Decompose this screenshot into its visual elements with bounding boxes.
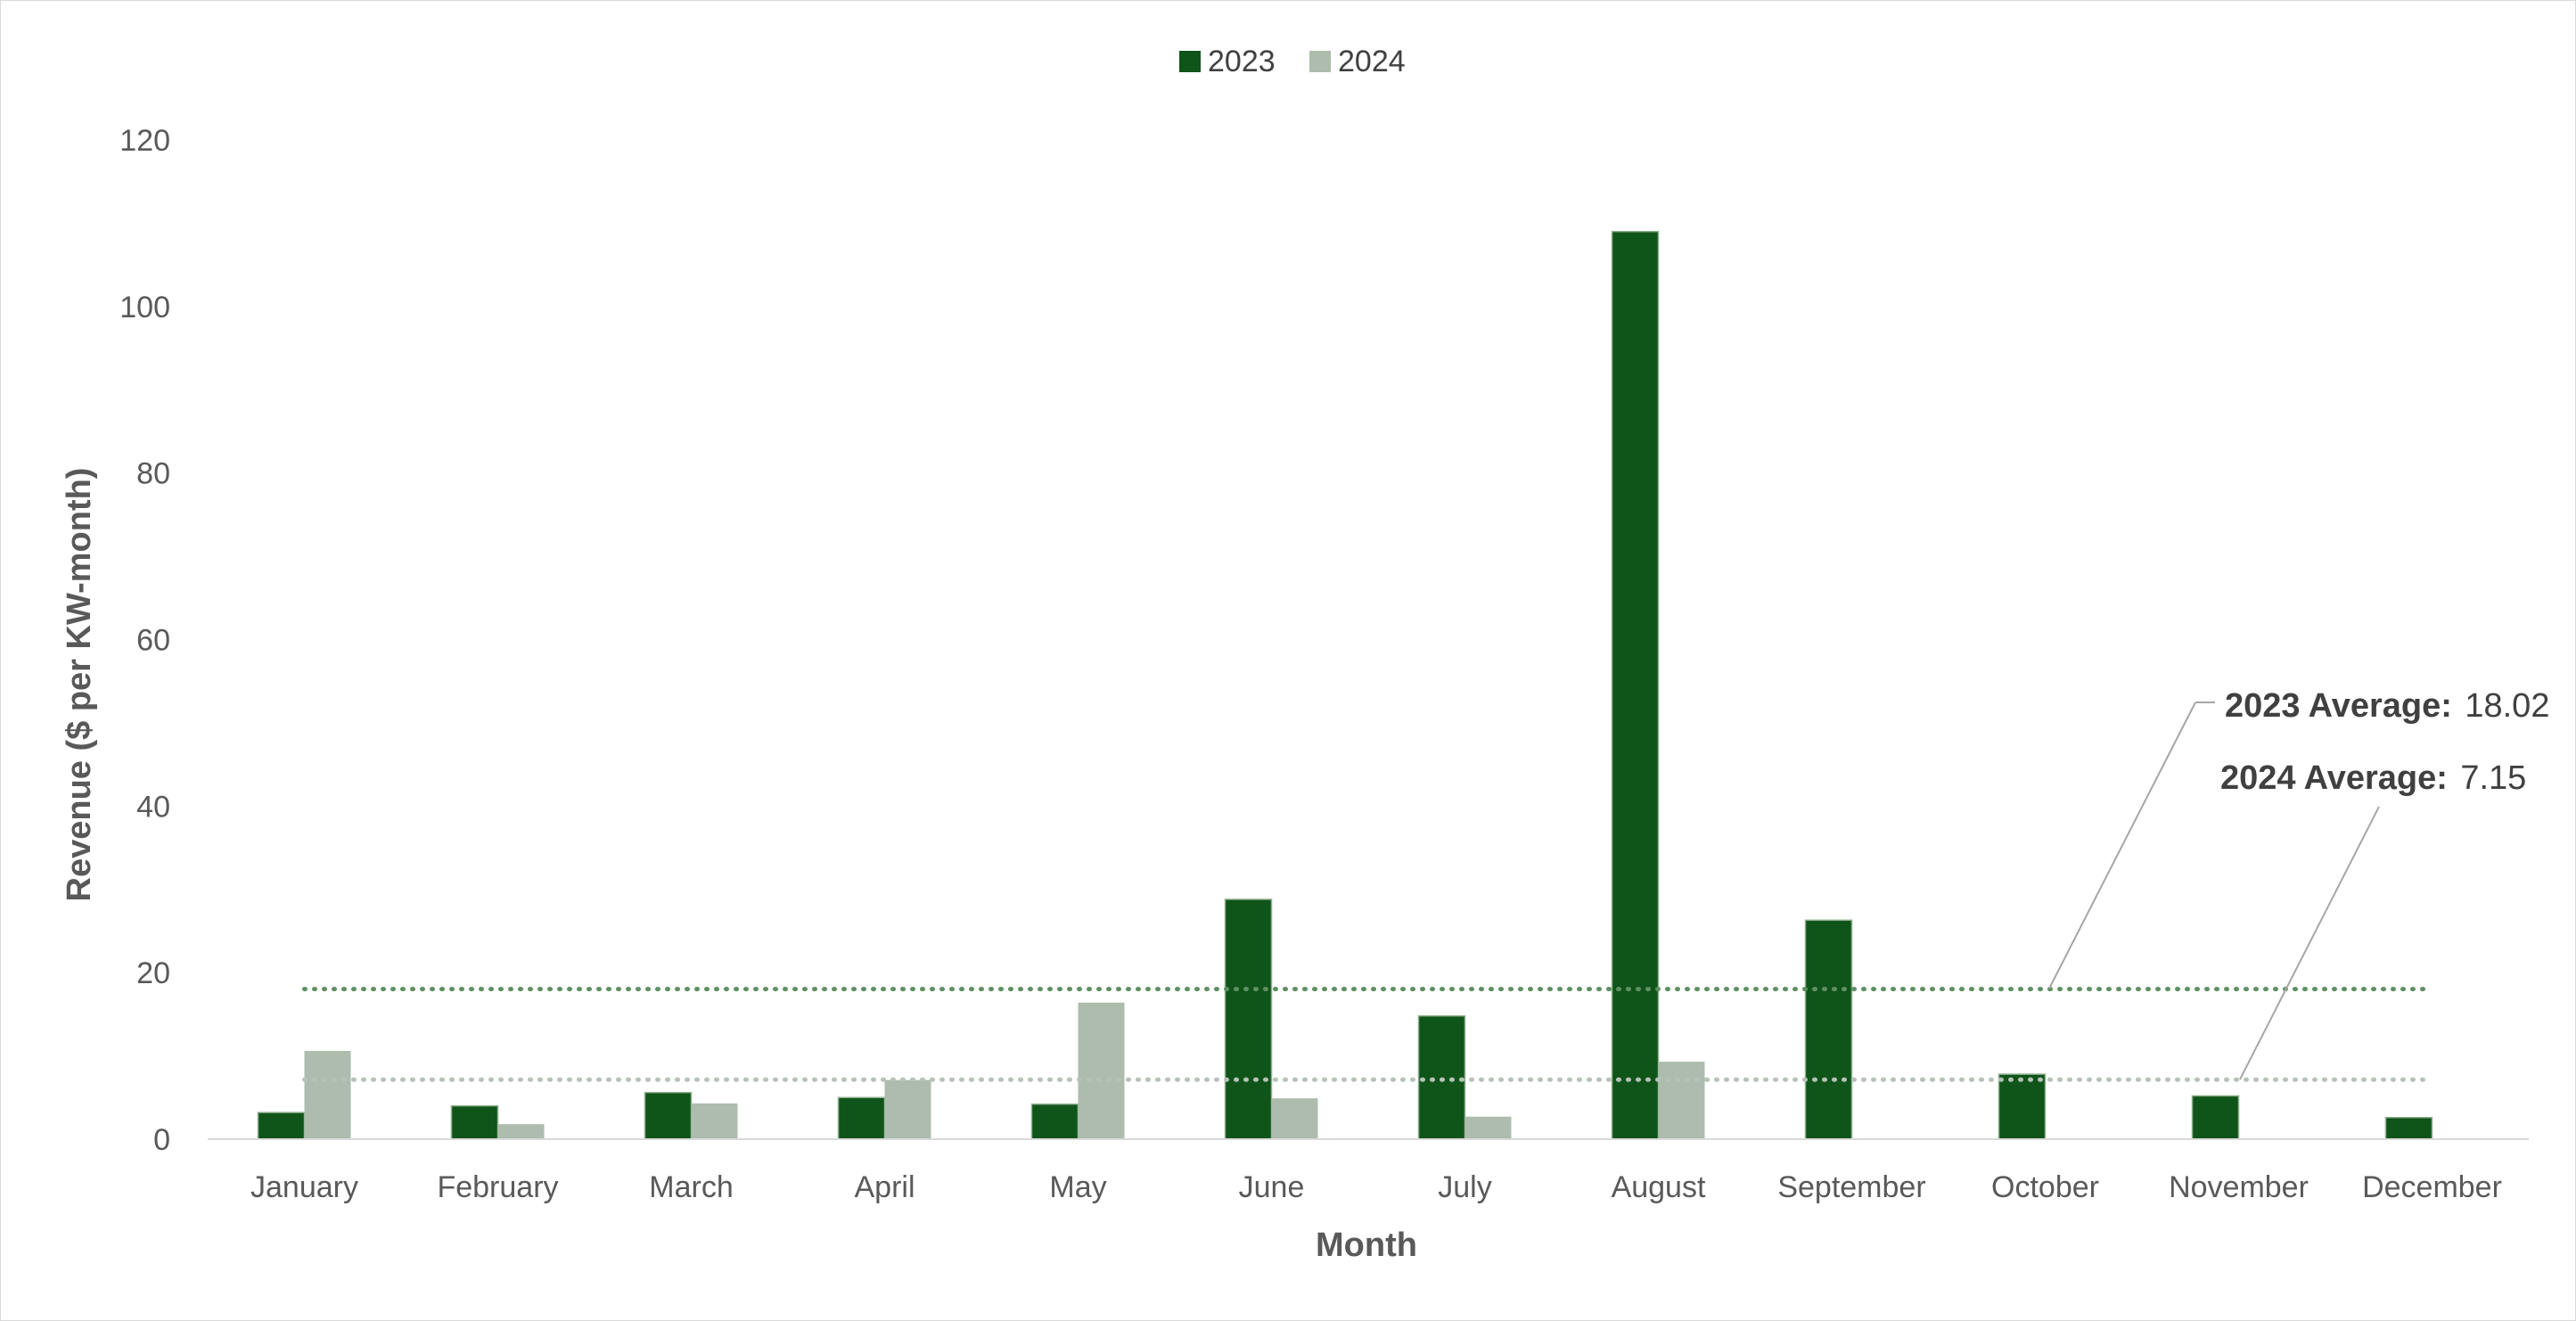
avg-2023-value: 18.02 bbox=[2465, 687, 2549, 725]
avg-2023-annotation: 2023 Average: 18.02 bbox=[2225, 687, 2549, 725]
y-tick-label-100: 100 bbox=[119, 291, 170, 324]
x-tick-label-april: April bbox=[854, 1170, 915, 1204]
bar-2023-september bbox=[1804, 919, 1853, 1140]
bar-2024-july bbox=[1464, 1116, 1512, 1139]
y-tick-label-40: 40 bbox=[136, 790, 170, 824]
avg-2024-label: 2024 Average: bbox=[2220, 759, 2448, 797]
average-annotations: 2023 Average: 18.02 2024 Average: 7.15 bbox=[2048, 687, 2549, 1080]
bar-2023-march bbox=[644, 1091, 693, 1140]
x-tick-label-may: May bbox=[1049, 1170, 1106, 1204]
avg-2024-value: 7.15 bbox=[2460, 759, 2526, 797]
legend-swatch-2023 bbox=[1179, 51, 1201, 72]
bar-2024-april bbox=[884, 1079, 931, 1139]
bar-2023-may bbox=[1030, 1104, 1079, 1140]
avg-2024-annotation: 2024 Average: 7.15 bbox=[2220, 759, 2526, 797]
bar-2023-january bbox=[257, 1112, 306, 1140]
bar-2024-january bbox=[304, 1050, 351, 1139]
legend-swatch-2024 bbox=[1309, 51, 1331, 72]
bar-2023-november bbox=[2191, 1095, 2240, 1140]
bar-2024-february bbox=[497, 1124, 545, 1139]
legend-label-2024: 2024 bbox=[1338, 45, 1406, 78]
avg-2024-leader-line bbox=[2239, 806, 2380, 1080]
x-tick-label-september: September bbox=[1777, 1170, 1925, 1204]
x-tick-label-august: August bbox=[1612, 1170, 1706, 1204]
bar-2024-june bbox=[1271, 1098, 1318, 1139]
legend: 2023 2024 bbox=[1179, 45, 1406, 78]
x-tick-label-june: June bbox=[1239, 1170, 1305, 1204]
legend-label-2023: 2023 bbox=[1208, 45, 1276, 78]
y-tick-label-20: 20 bbox=[136, 956, 170, 990]
x-tick-label-november: November bbox=[2169, 1170, 2309, 1204]
bar-2024-may bbox=[1078, 1002, 1125, 1139]
bar-2023-october bbox=[1998, 1073, 2047, 1140]
x-tick-label-january: January bbox=[250, 1170, 358, 1204]
avg-2023-leader-line bbox=[2048, 702, 2196, 989]
average-lines bbox=[302, 987, 2434, 1082]
bar-2023-february bbox=[450, 1104, 499, 1140]
bar-2024-august bbox=[1658, 1062, 1705, 1139]
y-tick-label-120: 120 bbox=[119, 124, 170, 158]
y-axis-ticks: 0 20 40 60 80 100 120 bbox=[119, 124, 170, 1157]
x-axis-title: Month bbox=[1316, 1227, 1417, 1264]
bars bbox=[257, 231, 2433, 1140]
bar-2024-march bbox=[691, 1103, 738, 1139]
x-tick-label-october: October bbox=[1991, 1170, 2099, 1204]
y-tick-label-80: 80 bbox=[136, 457, 170, 491]
x-tick-label-march: March bbox=[649, 1170, 733, 1204]
avg-2023-label: 2023 Average: bbox=[2225, 687, 2452, 725]
bar-2023-june bbox=[1224, 898, 1273, 1140]
x-tick-label-february: February bbox=[437, 1170, 558, 1204]
x-tick-label-july: July bbox=[1438, 1170, 1491, 1204]
y-tick-label-60: 60 bbox=[136, 624, 170, 658]
bar-2023-april bbox=[837, 1096, 886, 1140]
x-axis-ticks: January February March April May June July Augu… bbox=[250, 1170, 2502, 1204]
y-axis-title: Revenue ($ per KW-month) bbox=[61, 468, 98, 902]
y-tick-label-0: 0 bbox=[153, 1123, 170, 1157]
x-tick-label-december: December bbox=[2362, 1170, 2502, 1204]
bar-2023-december bbox=[2384, 1116, 2433, 1140]
bar-2023-august bbox=[1611, 231, 1660, 1140]
